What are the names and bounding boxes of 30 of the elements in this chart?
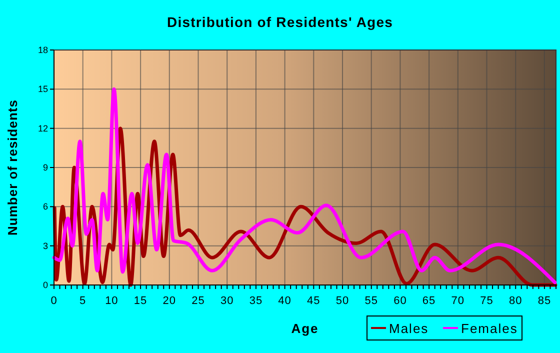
y-axis-title: Number of residents — [5, 100, 20, 236]
x-tick-label: 65 — [422, 295, 436, 307]
y-tick-label: 0 — [42, 280, 48, 290]
x-tick-label: 45 — [307, 295, 320, 307]
x-tick-label: 5 — [80, 295, 86, 307]
x-axis-title: Age — [291, 321, 319, 336]
chart-title: Distribution of Residents' Ages — [167, 14, 393, 30]
x-tick-label: 20 — [162, 295, 176, 307]
x-tick-label: 0 — [50, 295, 58, 307]
x-tick-label: 15 — [134, 295, 148, 307]
x-tick-label: 75 — [480, 295, 494, 307]
legend-label: Females — [461, 321, 518, 336]
x-tick-label: 85 — [538, 295, 552, 307]
x-tick-label: 40 — [278, 295, 292, 307]
y-tick-label: 3 — [42, 240, 48, 251]
y-tick-label: 15 — [38, 84, 48, 94]
x-tick-label: 25 — [192, 295, 205, 307]
y-tick-label: 12 — [38, 123, 48, 134]
x-tick-label: 35 — [249, 295, 263, 307]
x-tick-label: 30 — [220, 295, 234, 307]
x-tick-label: 70 — [451, 295, 465, 307]
y-tick-label: 6 — [42, 202, 48, 212]
y-tick-label: 18 — [38, 45, 48, 55]
x-tick-label: 80 — [508, 295, 522, 307]
x-tick-label: 10 — [105, 295, 118, 307]
x-tick-label: 60 — [394, 295, 407, 307]
x-tick-label: 55 — [364, 295, 378, 307]
y-tick-label: 9 — [42, 162, 48, 172]
x-tick-label: 50 — [336, 295, 350, 307]
legend-label: Males — [389, 321, 429, 336]
